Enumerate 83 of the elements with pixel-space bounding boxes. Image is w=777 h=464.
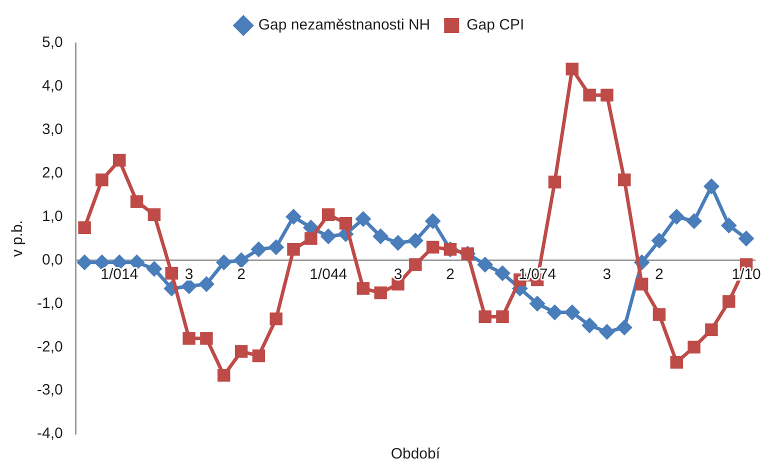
- point: [424, 213, 441, 230]
- point: [478, 310, 492, 324]
- point: [582, 317, 598, 334]
- point: [651, 232, 668, 249]
- point: [181, 278, 198, 294]
- x-tick-label: 1/044: [310, 266, 348, 283]
- point: [96, 173, 108, 186]
- point: [250, 241, 267, 258]
- point: [76, 254, 93, 270]
- y-tick-label: 4,0: [42, 78, 63, 95]
- point: [477, 256, 494, 273]
- point: [78, 221, 91, 234]
- point: [618, 173, 631, 186]
- point: [218, 368, 230, 382]
- point: [546, 304, 563, 320]
- point: [320, 228, 336, 244]
- y-tick-label: 3,0: [42, 121, 63, 138]
- point: [583, 88, 596, 102]
- y-axis-title: v p.b.: [9, 220, 26, 257]
- point: [200, 332, 213, 345]
- point: [722, 295, 736, 308]
- point: [339, 216, 352, 230]
- point: [738, 230, 754, 246]
- point: [566, 62, 579, 76]
- x-tick-label: 2: [237, 266, 246, 283]
- x-tick-label: 3: [602, 266, 612, 283]
- point: [270, 312, 282, 326]
- point: [130, 195, 144, 208]
- point: [652, 308, 666, 321]
- y-tick-label: -2,0: [36, 338, 63, 356]
- point: [600, 88, 614, 102]
- point: [252, 349, 266, 362]
- point: [372, 228, 389, 244]
- point: [233, 252, 250, 268]
- point: [322, 208, 335, 221]
- x-tick-label: 2: [446, 266, 454, 283]
- point: [182, 332, 196, 345]
- point: [356, 282, 370, 295]
- point: [113, 154, 126, 167]
- legend-label: Gap CPI: [466, 16, 524, 34]
- point: [720, 217, 737, 234]
- point: [409, 258, 422, 271]
- y-tick-label: -4,0: [36, 425, 63, 442]
- point: [286, 208, 302, 225]
- y-tick-label: 0,0: [42, 251, 63, 268]
- point: [390, 234, 406, 251]
- point: [234, 345, 248, 358]
- point: [668, 208, 685, 225]
- point: [198, 276, 214, 292]
- point: [146, 260, 162, 277]
- point: [287, 242, 300, 256]
- point: [598, 324, 615, 340]
- y-tick-label: 2,0: [42, 164, 63, 182]
- point: [670, 356, 683, 369]
- point: [148, 208, 161, 221]
- legend-label: Gap nezaměstnanosti NH: [258, 16, 430, 34]
- point: [616, 320, 632, 336]
- x-tick-label: 1/014: [100, 266, 138, 283]
- point: [426, 240, 440, 254]
- point: [494, 265, 510, 282]
- point: [703, 178, 720, 194]
- point: [688, 340, 700, 354]
- x-axis-title: Období: [390, 446, 441, 463]
- point: [529, 296, 546, 312]
- y-tick-label: 1,0: [42, 208, 63, 225]
- y-tick-label: -3,0: [36, 382, 63, 399]
- point: [216, 254, 232, 270]
- point: [407, 232, 424, 249]
- point: [355, 210, 372, 227]
- point: [564, 304, 580, 320]
- y-tick-label: -1,0: [36, 294, 63, 312]
- point: [635, 278, 648, 290]
- x-tick-label: 2: [655, 266, 664, 283]
- y-tick-label: 5,0: [42, 34, 63, 52]
- point: [686, 213, 702, 230]
- point: [165, 266, 178, 280]
- x-tick-label: 3: [184, 266, 194, 283]
- point: [496, 310, 509, 324]
- point: [268, 239, 284, 256]
- point: [374, 286, 387, 300]
- point: [304, 232, 318, 245]
- point: [705, 323, 718, 336]
- point: [548, 176, 562, 188]
